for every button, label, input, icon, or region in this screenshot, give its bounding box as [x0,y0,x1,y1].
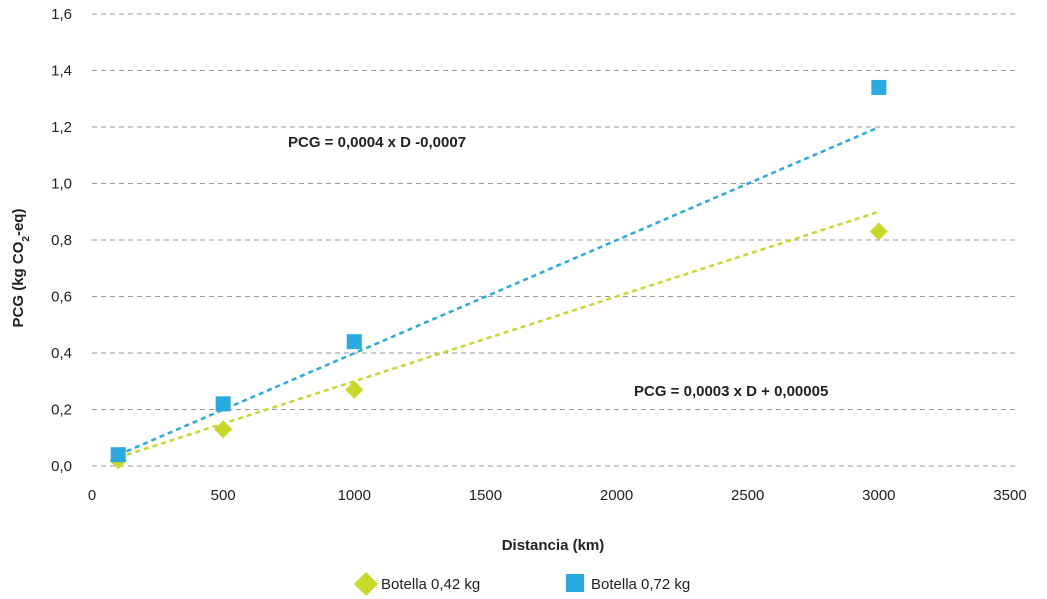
x-axis-title: Distancia (km) [502,537,605,554]
data-point-square [871,79,887,95]
y-tick-label: 0,6 [51,289,72,306]
y-tick-labels: 0,0 0,2 0,4 0,6 0,8 1,0 1,2 1,4 1,6 [51,6,72,475]
trendline-label-botella-072: PCG = 0,0004 x D -0,0007 [288,134,466,151]
y-tick-label: 1,6 [51,6,72,23]
x-tick-label: 2000 [600,487,633,504]
legend: Botella 0,42 kg Botella 0,72 kg [354,572,690,596]
x-tick-label: 3500 [993,487,1026,504]
gridlines [92,13,1018,467]
data-point-diamond [345,380,364,399]
x-tick-label: 0 [88,487,96,504]
y-tick-label: 0,4 [51,345,72,362]
x-tick-label: 1500 [469,487,502,504]
trendline [117,210,880,459]
legend-marker-botella-072 [566,574,584,592]
legend-marker-botella-042 [354,572,378,596]
x-tick-label: 2500 [731,487,764,504]
y-tick-label: 0,0 [51,458,72,475]
data-points [109,79,888,470]
x-tick-label: 1000 [338,487,371,504]
data-point-square [215,396,231,412]
data-point-diamond [214,420,233,439]
y-tick-label: 0,2 [51,402,72,419]
x-tick-label: 3000 [862,487,895,504]
y-tick-label: 0,8 [51,232,72,249]
trendline-label-botella-042: PCG = 0,0003 x D + 0,00005 [634,383,828,400]
y-tick-label: 1,0 [51,176,72,193]
y-tick-label: 1,4 [51,63,72,80]
y-tick-label: 1,2 [51,119,72,136]
legend-label-botella-042: Botella 0,42 kg [381,576,480,593]
x-tick-labels: 0 500 1000 1500 2000 2500 3000 3500 [88,487,1027,504]
x-tick-label: 500 [211,487,236,504]
data-point-diamond [869,222,888,241]
legend-label-botella-072: Botella 0,72 kg [591,576,690,593]
trendline [117,126,880,457]
y-axis-title: PCG (kg CO2-eq) [10,209,32,328]
data-point-square [346,334,362,350]
trendlines [117,126,880,459]
data-point-square [110,447,126,463]
